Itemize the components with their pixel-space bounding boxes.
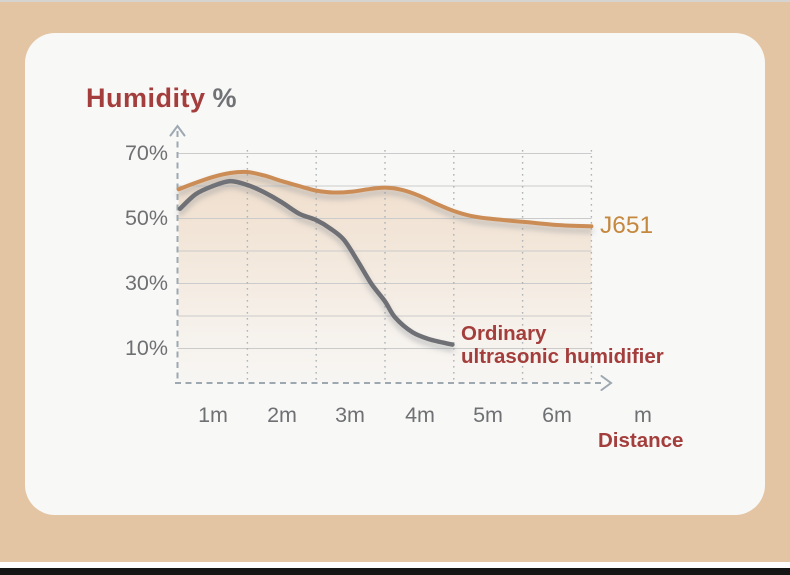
series-label-ordinary: Ordinary ultrasonic humidifier xyxy=(461,322,664,368)
x-tick-2m: 2m xyxy=(267,403,297,427)
y-tick-10: 10% xyxy=(124,336,168,360)
x-tick-1m: 1m xyxy=(198,403,228,427)
chart-title-text: Humidity xyxy=(86,83,206,113)
top-edge-strip xyxy=(0,0,790,2)
chart-title-unit: % xyxy=(212,83,238,113)
x-tick-3m: 3m xyxy=(335,403,365,427)
x-tick-4m: 4m xyxy=(405,403,435,427)
bottom-black-strip xyxy=(0,568,790,575)
bottom-white-line xyxy=(0,562,790,568)
x-axis-title: Distance xyxy=(598,429,684,452)
series-label-j651: J651 xyxy=(600,212,654,239)
series-label-ordinary-line2: ultrasonic humidifier xyxy=(461,345,664,368)
y-axis-arrow-icon xyxy=(169,124,186,137)
x-tick-6m: 6m xyxy=(542,403,572,427)
chart-title: Humidity% xyxy=(86,83,237,114)
curve-ordinary-humidifier xyxy=(177,178,455,347)
curve-j651 xyxy=(176,169,594,229)
x-axis-unit: m xyxy=(634,403,652,427)
x-axis-arrow-icon xyxy=(600,375,613,391)
y-tick-50: 50% xyxy=(124,206,168,230)
x-tick-5m: 5m xyxy=(473,403,503,427)
series-label-ordinary-line1: Ordinary xyxy=(461,322,547,345)
y-tick-30: 30% xyxy=(124,271,168,295)
y-tick-70: 70% xyxy=(124,141,168,165)
